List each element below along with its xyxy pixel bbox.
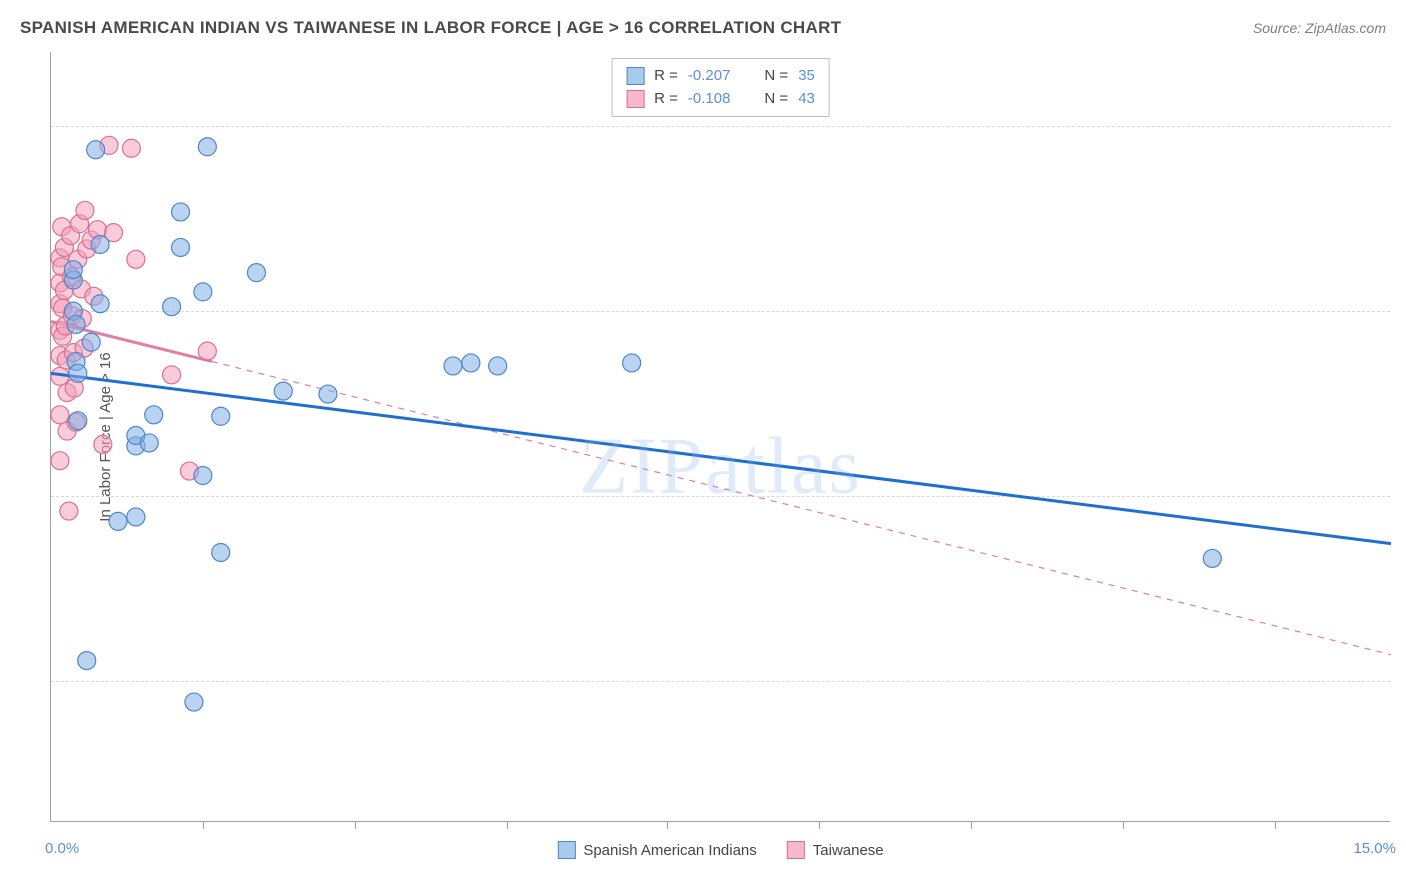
- data-point: [163, 298, 181, 316]
- data-point: [91, 295, 109, 313]
- data-point: [163, 366, 181, 384]
- data-point: [274, 382, 292, 400]
- x-tick-min: 0.0%: [45, 840, 79, 857]
- data-point: [51, 452, 69, 470]
- data-point: [76, 201, 94, 219]
- data-point: [82, 333, 100, 351]
- data-point: [67, 315, 85, 333]
- data-point: [212, 544, 230, 562]
- n-value-blue: 35: [798, 65, 815, 88]
- x-tick-max: 15.0%: [1353, 840, 1396, 857]
- y-tick-label: 55.0%: [1400, 487, 1406, 504]
- source-credit: Source: ZipAtlas.com: [1253, 20, 1386, 36]
- legend-label-blue: Spanish American Indians: [583, 842, 756, 859]
- data-point: [198, 342, 216, 360]
- data-point: [127, 250, 145, 268]
- legend-item-blue: Spanish American Indians: [557, 841, 756, 859]
- data-point: [185, 693, 203, 711]
- data-point: [91, 236, 109, 254]
- stats-row-blue: R = -0.207 N = 35: [626, 65, 815, 88]
- y-tick-label: 80.0%: [1400, 117, 1406, 134]
- data-point: [1203, 549, 1221, 567]
- data-point: [198, 138, 216, 156]
- data-point: [69, 412, 87, 430]
- data-point: [623, 354, 641, 372]
- legend-label-pink: Taiwanese: [813, 842, 884, 859]
- data-point: [172, 238, 190, 256]
- r-label: R =: [654, 65, 678, 88]
- data-point: [69, 364, 87, 382]
- data-point: [172, 203, 190, 221]
- data-point: [109, 512, 127, 530]
- data-point: [87, 141, 105, 159]
- scatter-plot: [51, 52, 1390, 821]
- legend-item-pink: Taiwanese: [787, 841, 884, 859]
- y-tick-label: 67.5%: [1400, 302, 1406, 319]
- data-point: [194, 283, 212, 301]
- stats-legend: R = -0.207 N = 35 R = -0.108 N = 43: [611, 58, 830, 117]
- r-label: R =: [654, 88, 678, 111]
- data-point: [140, 434, 158, 452]
- swatch-pink: [626, 90, 644, 108]
- data-point: [127, 508, 145, 526]
- data-point: [194, 467, 212, 485]
- data-point: [462, 354, 480, 372]
- n-label: N =: [764, 65, 788, 88]
- n-label: N =: [764, 88, 788, 111]
- data-point: [94, 435, 112, 453]
- data-point: [78, 652, 96, 670]
- correlation-chart: In Labor Force | Age > 16 42.5%55.0%67.5…: [50, 52, 1390, 822]
- swatch-blue: [626, 67, 644, 85]
- data-point: [247, 264, 265, 282]
- series-legend: Spanish American Indians Taiwanese: [557, 841, 883, 859]
- n-value-pink: 43: [798, 88, 815, 111]
- data-point: [122, 139, 140, 157]
- data-point: [444, 357, 462, 375]
- data-point: [489, 357, 507, 375]
- r-value-pink: -0.108: [688, 88, 731, 111]
- data-point: [60, 502, 78, 520]
- r-value-blue: -0.207: [688, 65, 731, 88]
- data-point: [145, 406, 163, 424]
- y-tick-label: 42.5%: [1400, 672, 1406, 689]
- swatch-blue: [557, 841, 575, 859]
- stats-row-pink: R = -0.108 N = 43: [626, 88, 815, 111]
- swatch-pink: [787, 841, 805, 859]
- data-point: [319, 385, 337, 403]
- data-point: [64, 261, 82, 279]
- page-title: SPANISH AMERICAN INDIAN VS TAIWANESE IN …: [20, 18, 841, 38]
- data-point: [212, 407, 230, 425]
- data-point: [51, 406, 69, 424]
